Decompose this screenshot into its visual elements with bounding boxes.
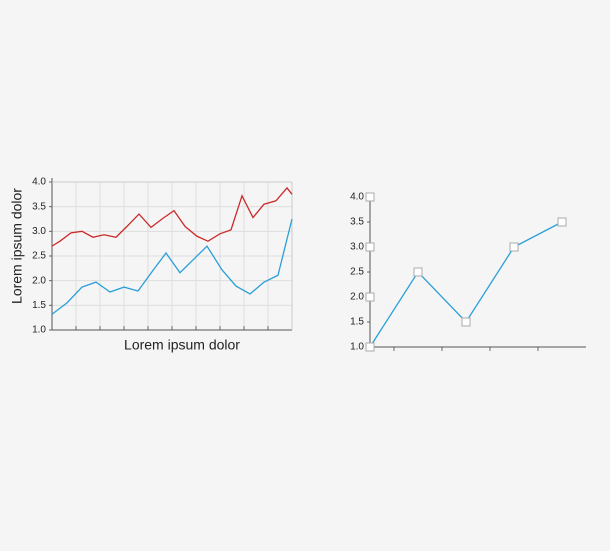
- y-tick-label: 2.0: [350, 292, 364, 303]
- y-tick-label: 2.0: [32, 275, 46, 286]
- y-tick-label: 4.0: [32, 177, 46, 188]
- y-tick-label: 1.0: [32, 325, 46, 336]
- marker: [461, 317, 471, 327]
- y-tick-label: 2.5: [350, 267, 364, 278]
- line: [369, 221, 563, 348]
- y-tick-label: 3.5: [32, 201, 46, 212]
- y-tick-label: 3.0: [32, 226, 46, 237]
- y-tick-label: 3.5: [350, 217, 364, 228]
- y-tick-label: 4.0: [350, 192, 364, 203]
- line: [51, 186, 293, 247]
- marker: [365, 292, 375, 302]
- y-tick-label: 1.5: [32, 300, 46, 311]
- marker: [365, 342, 375, 352]
- marker: [509, 242, 519, 252]
- line: [51, 218, 293, 315]
- y-tick-label: 2.5: [32, 251, 46, 262]
- x-axis-label: Lorem ipsum dolor: [124, 337, 240, 353]
- y-tick-label: 1.5: [350, 317, 364, 328]
- marker: [557, 217, 567, 227]
- marker: [413, 267, 423, 277]
- marker: [365, 192, 375, 202]
- marker: [365, 242, 375, 252]
- y-axis-label: Lorem ipsum dolor: [9, 188, 25, 304]
- y-tick-label: 3.0: [350, 242, 364, 253]
- y-tick-label: 1.0: [350, 342, 364, 353]
